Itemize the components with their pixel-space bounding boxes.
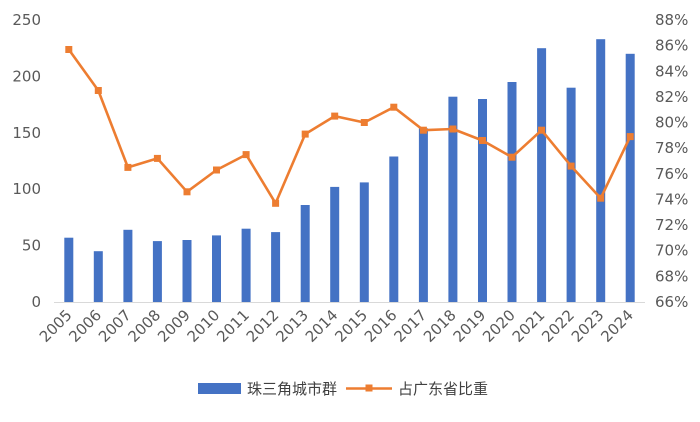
x-tick-label: 2006 bbox=[65, 306, 105, 346]
bar-series bbox=[64, 39, 635, 303]
x-tick-label: 2010 bbox=[184, 306, 224, 346]
legend: 珠三角城市群 占广东省比重 bbox=[198, 380, 488, 398]
y-left-tick: 50 bbox=[22, 237, 41, 255]
x-tick-label: 2014 bbox=[302, 306, 342, 346]
legend-line-label: 占广东省比重 bbox=[398, 380, 488, 398]
bar-2018 bbox=[448, 96, 458, 302]
line-point-2023 bbox=[597, 194, 605, 202]
bar-2015 bbox=[359, 182, 369, 302]
line-point-2010 bbox=[213, 166, 220, 174]
y-left-tick: 150 bbox=[12, 124, 41, 142]
line-point-2020 bbox=[508, 153, 516, 161]
bar-2011 bbox=[241, 228, 251, 302]
y-left-tick: 0 bbox=[31, 293, 41, 311]
line-point-2019 bbox=[479, 137, 486, 144]
x-tick-label: 2015 bbox=[331, 306, 371, 346]
y-right-tick: 84% bbox=[655, 62, 688, 80]
y-right-tick: 68% bbox=[655, 267, 688, 285]
x-tick-label: 2019 bbox=[450, 306, 490, 346]
y-right-tick: 88% bbox=[655, 11, 688, 29]
legend-bar-label: 珠三角城市群 bbox=[247, 380, 337, 398]
bar-2023 bbox=[596, 39, 606, 302]
line-point-2024 bbox=[626, 133, 634, 141]
y-right-tick: 76% bbox=[655, 165, 688, 183]
y-right-tick: 70% bbox=[655, 242, 688, 260]
bar-2010 bbox=[212, 235, 221, 302]
y-right-tick: 78% bbox=[655, 139, 688, 157]
line-point-2009 bbox=[183, 188, 191, 196]
line-point-2015 bbox=[360, 119, 368, 126]
x-tick-label: 2016 bbox=[361, 306, 401, 346]
bar-2017 bbox=[418, 128, 428, 302]
y-right-tick: 72% bbox=[655, 216, 688, 234]
bar-2024 bbox=[625, 53, 635, 302]
x-tick-label: 2024 bbox=[597, 306, 637, 346]
bar-2019 bbox=[478, 99, 487, 302]
legend-line-marker bbox=[365, 384, 373, 392]
line-point-2016 bbox=[390, 103, 398, 111]
line-point-2017 bbox=[419, 126, 427, 134]
x-tick-label: 2017 bbox=[390, 306, 430, 346]
line-series bbox=[65, 46, 634, 207]
x-tick-label: 2012 bbox=[243, 306, 283, 346]
x-tick-label: 2020 bbox=[479, 306, 519, 346]
x-tick-label: 2013 bbox=[272, 306, 312, 346]
bar-2007 bbox=[123, 229, 133, 302]
x-tick-label: 2007 bbox=[95, 306, 135, 346]
x-tick-label: 2008 bbox=[124, 306, 164, 346]
x-tick-label: 2005 bbox=[36, 306, 76, 346]
bar-2020 bbox=[507, 82, 517, 302]
y-right-tick: 66% bbox=[655, 293, 688, 311]
line-point-2005 bbox=[65, 46, 73, 53]
bar-2014 bbox=[330, 186, 340, 302]
bar-2012 bbox=[271, 232, 281, 302]
x-tick-label: 2018 bbox=[420, 306, 460, 346]
legend-bar-swatch bbox=[198, 383, 241, 394]
y-right-tick: 74% bbox=[655, 191, 688, 209]
x-axis-labels: 2005200620072008200920102011201220132014… bbox=[36, 306, 637, 346]
y-axis-right: 66% 68% 70% 72% 74% 76% 78% 80% 82% 84% 86% 88% bbox=[655, 11, 688, 311]
line-point-2013 bbox=[301, 130, 309, 138]
line-point-2007 bbox=[124, 163, 132, 171]
y-left-tick: 250 bbox=[12, 11, 41, 29]
bar-2008 bbox=[152, 241, 162, 302]
x-tick-label: 2021 bbox=[509, 306, 549, 346]
x-tick-label: 2011 bbox=[213, 306, 253, 346]
line-point-2018 bbox=[449, 125, 457, 133]
line-point-2021 bbox=[538, 126, 546, 134]
x-tick-label: 2023 bbox=[568, 306, 608, 346]
y-axis-left: 0 50 100 150 200 250 bbox=[12, 11, 41, 311]
bar-2006 bbox=[93, 251, 103, 302]
bar-2009 bbox=[182, 240, 192, 302]
line-point-2012 bbox=[272, 199, 280, 207]
y-right-tick: 86% bbox=[655, 37, 688, 55]
line-point-2011 bbox=[242, 151, 250, 159]
line-point-2014 bbox=[331, 112, 339, 120]
x-tick-label: 2022 bbox=[538, 306, 578, 346]
bar-2016 bbox=[389, 156, 399, 302]
line-point-2008 bbox=[153, 154, 161, 162]
bar-2013 bbox=[300, 205, 310, 302]
bar-2005 bbox=[64, 237, 74, 302]
x-tick-label: 2009 bbox=[154, 306, 194, 346]
y-right-tick: 80% bbox=[655, 114, 688, 132]
y-left-tick: 200 bbox=[12, 67, 41, 85]
line-point-2022 bbox=[567, 162, 575, 170]
bar-2022 bbox=[566, 87, 576, 302]
y-right-tick: 82% bbox=[655, 88, 688, 106]
line-point-2006 bbox=[94, 87, 102, 94]
y-left-tick: 100 bbox=[12, 180, 41, 198]
bar-2021 bbox=[537, 48, 547, 303]
line-path bbox=[67, 48, 632, 205]
